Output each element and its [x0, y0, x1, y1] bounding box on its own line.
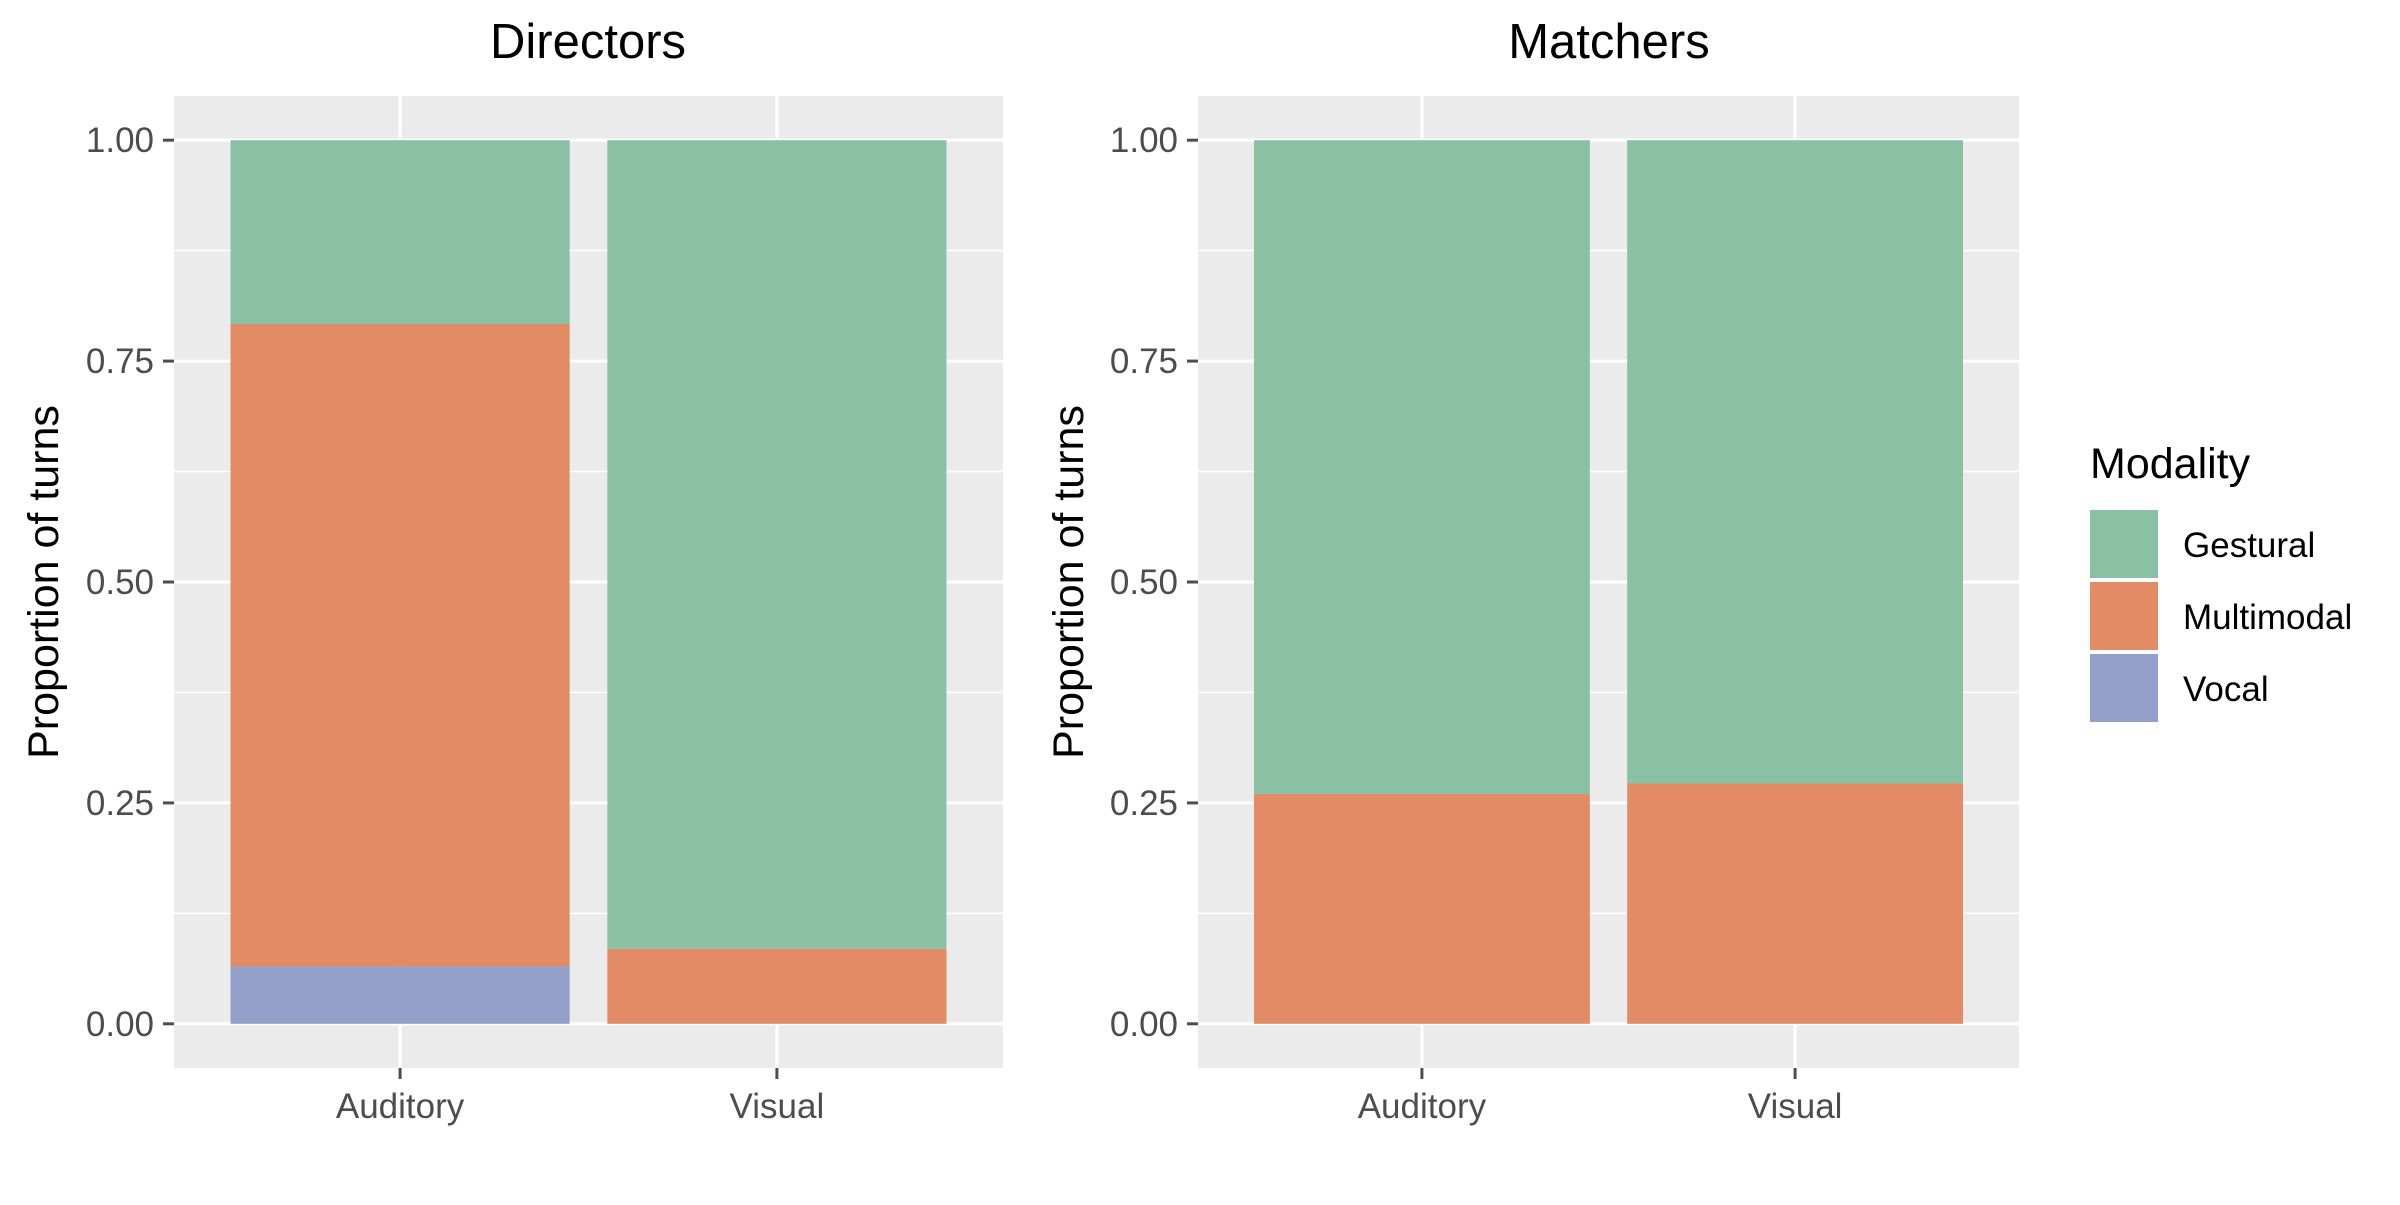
y-tick-label: 0.75 — [86, 342, 154, 381]
x-tick-label: Visual — [730, 1087, 825, 1126]
panel-directors: 0.00 0.25 0.50 0.75 1.00 Auditory Visual Direct… — [20, 15, 1003, 1126]
y-tick-label: 1.00 — [1110, 121, 1178, 160]
bar-auditory-multimodal — [230, 323, 570, 967]
x-tick-label: Auditory — [1358, 1087, 1487, 1126]
y-tick-label: 0.50 — [86, 563, 154, 602]
panel-matchers: 0.00 0.25 0.50 0.75 1.00 Auditory Visual Matche… — [1045, 15, 2019, 1126]
y-tick-label: 0.75 — [1110, 342, 1178, 381]
y-axis-title: Proportion of turns — [20, 405, 68, 759]
legend-label-vocal: Vocal — [2183, 670, 2269, 709]
bar-auditory-vocal — [230, 966, 570, 1024]
bar-visual-multimodal — [607, 948, 947, 1024]
panel-title: Matchers — [1508, 15, 1710, 69]
y-tick-label: 0.50 — [1110, 563, 1178, 602]
bar-auditory-gestural — [230, 140, 570, 324]
y-tick-label: 0.00 — [86, 1005, 154, 1044]
legend-key-vocal — [2090, 654, 2158, 722]
panel-title: Directors — [490, 15, 686, 69]
y-axis-title: Proportion of turns — [1045, 405, 1093, 759]
legend-key-multimodal — [2090, 582, 2158, 650]
legend-label-multimodal: Multimodal — [2183, 598, 2352, 637]
legend-title: Modality — [2090, 440, 2251, 488]
y-tick-label: 0.25 — [86, 784, 154, 823]
bar-visual-gestural — [607, 140, 947, 949]
bar-auditory-multimodal — [1253, 794, 1590, 1024]
x-tick-label: Auditory — [336, 1087, 465, 1126]
bar-auditory-gestural — [1253, 140, 1590, 795]
bar-visual-multimodal — [1627, 783, 1964, 1024]
legend-key-gestural — [2090, 510, 2158, 578]
legend: Modality Gestural Multimodal Vocal — [2090, 440, 2352, 722]
x-tick-label: Visual — [1748, 1087, 1843, 1126]
legend-label-gestural: Gestural — [2183, 526, 2315, 565]
bar-visual-gestural — [1627, 140, 1964, 784]
y-tick-label: 0.00 — [1110, 1005, 1178, 1044]
y-tick-label: 0.25 — [1110, 784, 1178, 823]
y-tick-label: 1.00 — [86, 121, 154, 160]
